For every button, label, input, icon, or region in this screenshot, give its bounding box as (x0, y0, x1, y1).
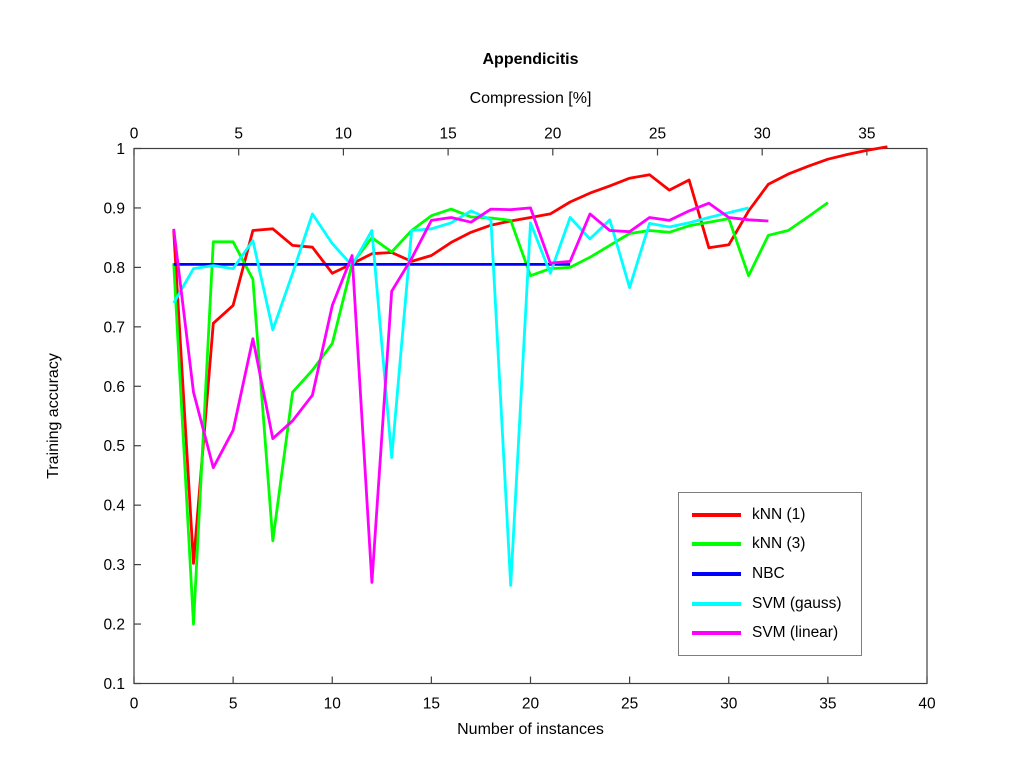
y-tick-label: 0.9 (103, 200, 125, 217)
legend-line-swatch (692, 542, 741, 547)
legend-item: SVM (linear) (692, 624, 857, 642)
y-tick-label: 0.4 (103, 498, 125, 515)
x-tick-label: 40 (918, 696, 936, 713)
x-axis-label: Number of instances (457, 721, 604, 738)
x-tick-label: 5 (229, 696, 238, 713)
legend-item-label: SVM (gauss) (752, 594, 842, 612)
series-line-svm-gauss (172, 206, 749, 587)
legend-line-swatch (692, 512, 741, 517)
chart-title: Appendicitis (482, 51, 579, 68)
x-tick-label: 15 (423, 696, 440, 713)
legend-item: NBC (692, 565, 857, 583)
y-tick-label: 0.3 (103, 557, 125, 574)
top-x-tick-label: 25 (649, 126, 666, 143)
series-line-knn-3 (172, 201, 829, 626)
top-x-tick-label: 30 (754, 126, 772, 143)
legend-line-swatch (692, 601, 741, 606)
legend: kNN (1) kNN (3) NBC SVM (gauss) SVM (linear) (678, 492, 862, 656)
y-tick-label: 0.1 (103, 676, 125, 693)
series-line-knn-1 (172, 145, 888, 565)
legend-item-label: SVM (linear) (752, 624, 839, 642)
x-tick-label: 20 (522, 696, 540, 713)
top-x-tick-label: 5 (234, 126, 243, 143)
legend-item-label: kNN (3) (752, 535, 806, 553)
x-tick-label: 25 (621, 696, 638, 713)
legend-item-label: kNN (1) (752, 505, 806, 523)
legend-line-swatch (692, 631, 741, 636)
series-line-svm-linear (172, 201, 769, 584)
x-tick-label: 35 (819, 696, 836, 713)
legend-item: kNN (3) (692, 535, 857, 553)
legend-item-label: NBC (752, 564, 785, 582)
y-tick-label: 0.8 (103, 260, 125, 277)
x-tick-label: 30 (720, 696, 738, 713)
legend-item: SVM (gauss) (692, 595, 857, 613)
y-tick-label: 0.7 (103, 319, 125, 336)
y-tick-label: 0.5 (103, 438, 125, 455)
top-x-tick-label: 20 (544, 126, 562, 143)
top-x-tick-label: 0 (130, 126, 139, 143)
x-tick-label: 10 (324, 696, 342, 713)
top-x-tick-label: 15 (439, 126, 456, 143)
y-tick-label: 1 (116, 141, 125, 158)
top-x-tick-label: 35 (858, 126, 875, 143)
legend-line-swatch (692, 571, 741, 576)
y-tick-label: 0.2 (103, 617, 125, 634)
legend-item: kNN (1) (692, 506, 857, 524)
y-tick-label: 0.6 (103, 379, 125, 396)
x-tick-label: 0 (130, 696, 139, 713)
top-x-tick-label: 10 (335, 126, 353, 143)
top-axis-label: Compression [%] (469, 90, 592, 107)
